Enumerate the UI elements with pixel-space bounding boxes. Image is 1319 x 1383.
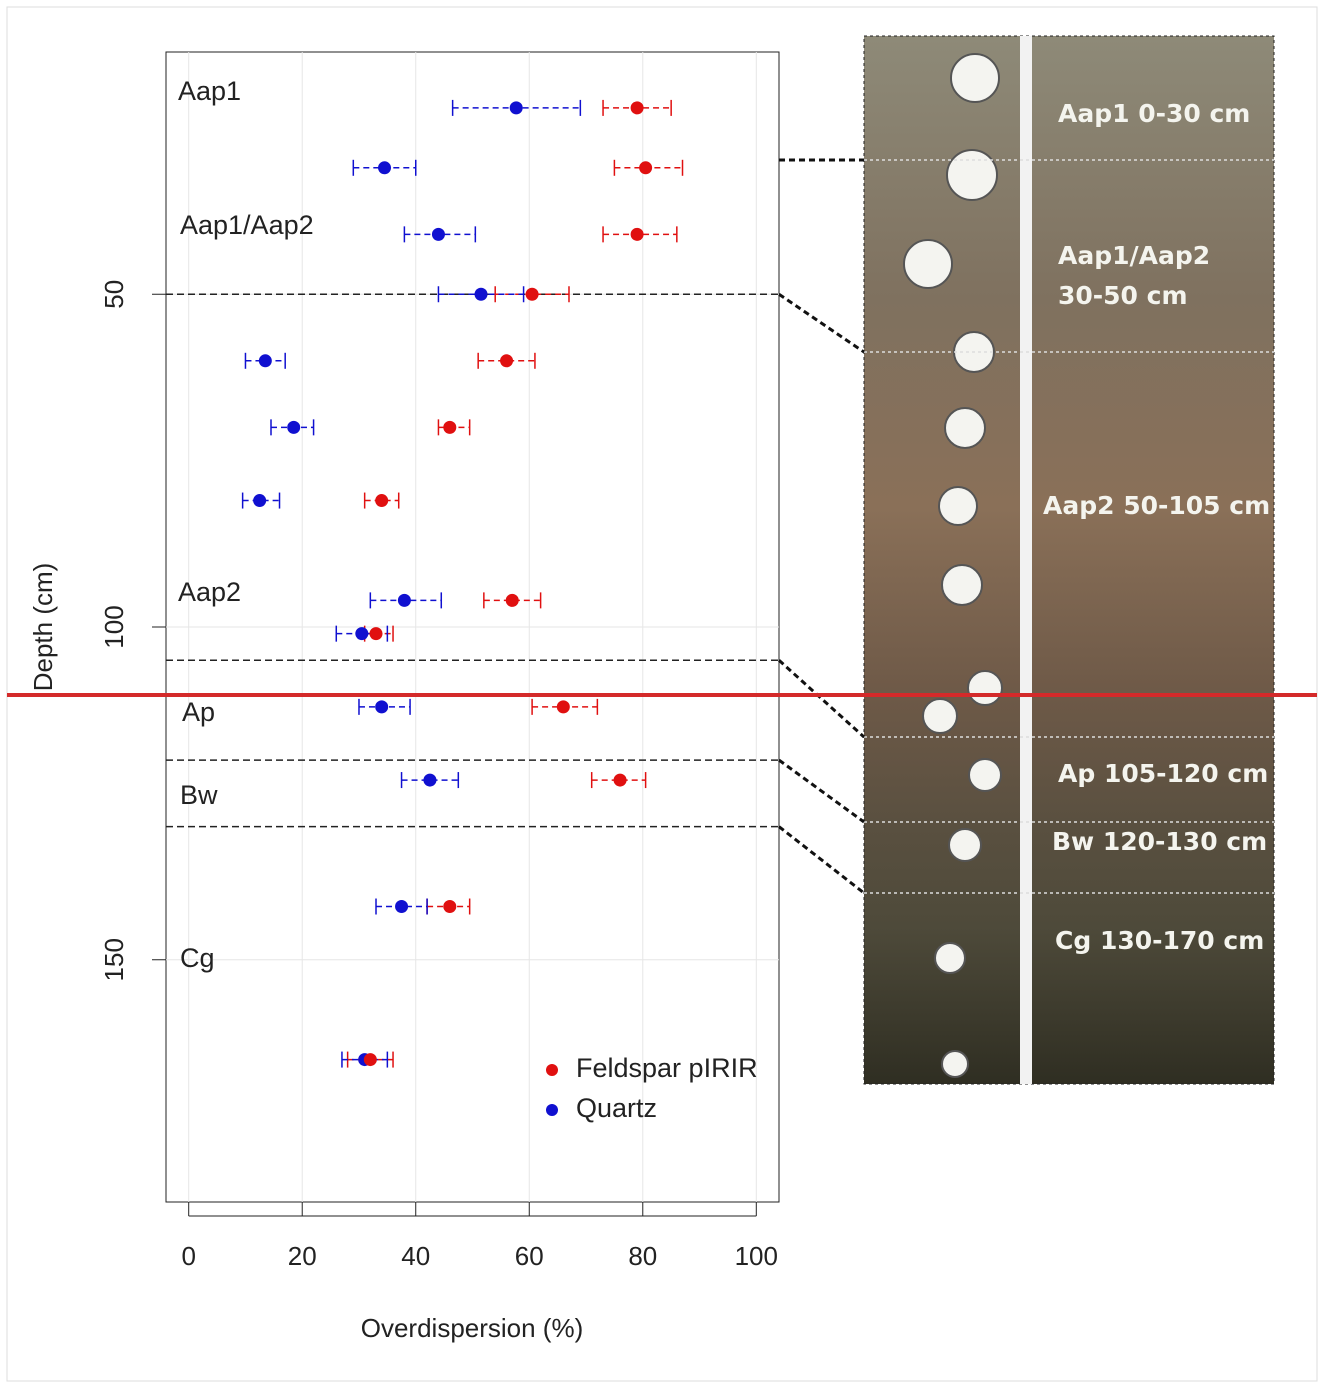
y-axis-title: Depth (cm) (28, 563, 58, 692)
point (378, 161, 392, 175)
point (443, 420, 457, 434)
connector (778, 825, 865, 895)
legend-marker (546, 1104, 558, 1116)
photo-label: Bw 120-130 cm (1052, 827, 1267, 856)
point (397, 593, 411, 607)
horizon-label: Bw (180, 780, 218, 810)
x-tick-label: 40 (401, 1241, 430, 1271)
horizon-label: Aap2 (178, 577, 241, 607)
connector (778, 758, 865, 824)
photo-label: 30-50 cm (1058, 281, 1188, 310)
point (613, 773, 627, 787)
x-axis-title: Overdispersion (%) (361, 1313, 584, 1343)
photo-label: Aap1/Aap2 (1058, 241, 1210, 270)
photo-label: Cg 130-170 cm (1055, 926, 1264, 955)
point (363, 1053, 377, 1067)
point (509, 101, 523, 115)
y-tick-label: 100 (99, 605, 129, 648)
legend-marker (546, 1064, 558, 1076)
point (500, 354, 514, 368)
x-tick-label: 80 (628, 1241, 657, 1271)
point (287, 420, 301, 434)
point (355, 627, 369, 641)
photo (863, 35, 1275, 1085)
point (630, 101, 644, 115)
horizon-label: Cg (180, 943, 215, 973)
point (556, 700, 570, 714)
x-tick-label: 60 (515, 1241, 544, 1271)
horizon-label: Aap1 (178, 76, 241, 106)
point (630, 227, 644, 241)
legend-label: Quartz (576, 1093, 657, 1123)
x-tick-label: 100 (735, 1241, 778, 1271)
x-tick-label: 20 (288, 1241, 317, 1271)
point (253, 494, 267, 508)
point (474, 287, 488, 301)
horizon-label: Ap (182, 697, 215, 727)
photo-label: Aap1 0-30 cm (1058, 99, 1250, 128)
photo-label: Aap2 50-105 cm (1043, 491, 1270, 520)
point (505, 593, 519, 607)
point (525, 287, 539, 301)
y-tick-label: 150 (99, 938, 129, 981)
point (369, 627, 383, 641)
point (423, 773, 437, 787)
point (443, 900, 457, 914)
legend-label: Feldspar pIRIR (576, 1053, 758, 1083)
photo-label: Ap 105-120 cm (1058, 759, 1268, 788)
point (258, 354, 272, 368)
connector (778, 293, 865, 354)
point (395, 900, 409, 914)
x-tick-label: 0 (181, 1241, 195, 1271)
point (375, 494, 389, 508)
connector (777, 659, 866, 739)
point (431, 227, 445, 241)
horizon-label: Aap1/Aap2 (180, 210, 314, 240)
y-tick-label: 50 (99, 280, 129, 309)
point (639, 161, 653, 175)
point (375, 700, 389, 714)
